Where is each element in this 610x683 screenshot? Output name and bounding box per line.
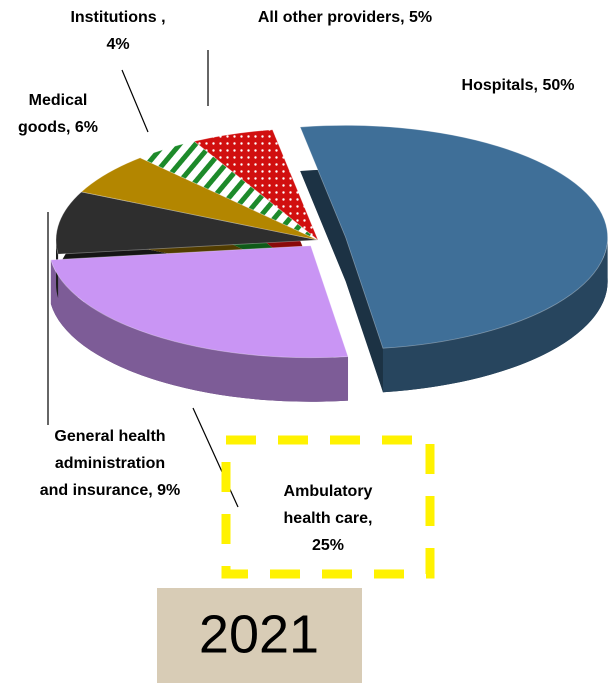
data-label: Ambulatory health care, 25%: [284, 483, 373, 554]
slice: Medical goods: [80, 157, 319, 241]
slice: Hospitals: [299, 124, 609, 349]
data-label: Medical goods, 6%: [18, 92, 98, 136]
pie: HospitalsAmbulatory health careGeneral h…: [50, 124, 609, 402]
subtitle: 2021: [199, 604, 319, 664]
slice: General health administration and insura…: [55, 191, 319, 255]
leader-line: [121, 69, 149, 133]
slice-side: [382, 237, 608, 393]
highlight-box: [221, 435, 435, 579]
data-label: All other providers, 5%: [258, 9, 432, 26]
slice: Institutions: [139, 140, 319, 241]
labels: Hospitals, 50% Ambulatory health care, 25% G…: [18, 9, 575, 579]
data-label: Institutions , 4%: [70, 9, 165, 53]
data-label: Hospitals, 50%: [462, 77, 575, 94]
slice: Ambulatory health care: [50, 245, 349, 359]
slice: All other providers: [193, 129, 319, 242]
slice-side: [50, 259, 349, 402]
year-box: [157, 588, 362, 683]
data-label: General health administration and insuranc…: [40, 428, 181, 499]
leader-line: [192, 407, 239, 508]
